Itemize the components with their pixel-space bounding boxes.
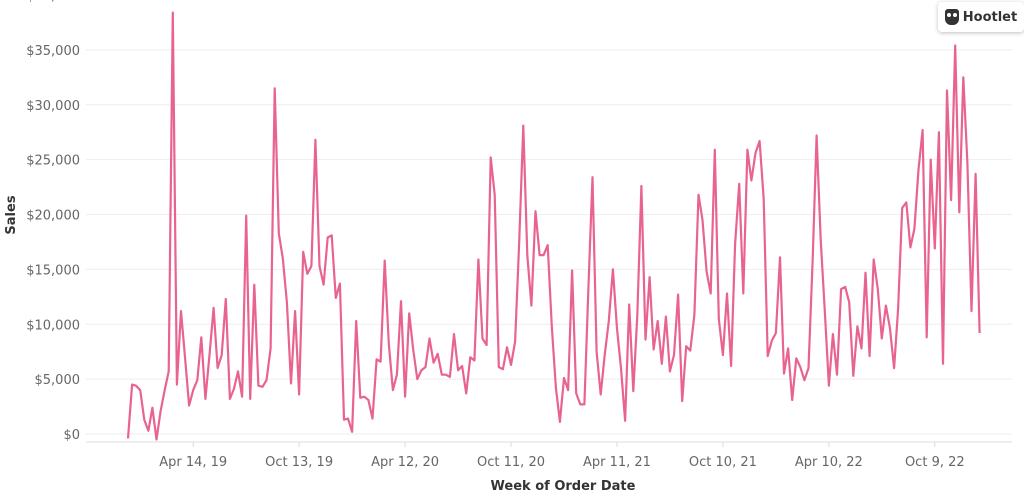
x-tick-label: Apr 14, 19: [159, 455, 227, 470]
x-tick-label: Oct 9, 22: [905, 455, 965, 470]
y-tick-label: $40,000: [26, 0, 80, 4]
y-tick-label: $10,000: [26, 318, 80, 333]
x-tick-label: Oct 11, 20: [477, 455, 545, 470]
hootlet-badge[interactable]: Hootlet: [938, 2, 1024, 32]
x-tick-label: Oct 13, 19: [265, 455, 333, 470]
y-tick-label: $30,000: [26, 99, 80, 114]
y-tick-label: $15,000: [26, 263, 80, 278]
x-tick-label: Apr 10, 22: [795, 455, 863, 470]
y-tick-label: $20,000: [26, 209, 80, 224]
y-axis-title: Sales: [4, 195, 19, 234]
y-tick-label: $35,000: [26, 44, 80, 59]
x-axis-ticks: Apr 14, 19 Oct 13, 19 Apr 12, 20 Oct 11, 20…: [159, 442, 965, 470]
y-tick-label: $5,000: [35, 373, 81, 388]
y-tick-label: $25,000: [26, 154, 80, 169]
y-tick-label: $0: [63, 428, 80, 443]
x-tick-label: Oct 10, 21: [689, 455, 757, 470]
x-axis-title: Week of Order Date: [491, 479, 636, 494]
x-tick-label: Apr 11, 21: [583, 455, 651, 470]
y-axis-ticks: $0 $5,000 $10,000 $15,000 $20,000 $25,000 $30,…: [26, 0, 80, 443]
gridlines: [86, 49, 1012, 435]
x-tick-label: Apr 12, 20: [371, 455, 439, 470]
owl-icon: [944, 9, 959, 25]
sales-series-line: [126, 11, 981, 441]
hootlet-label: Hootlet: [962, 9, 1018, 25]
